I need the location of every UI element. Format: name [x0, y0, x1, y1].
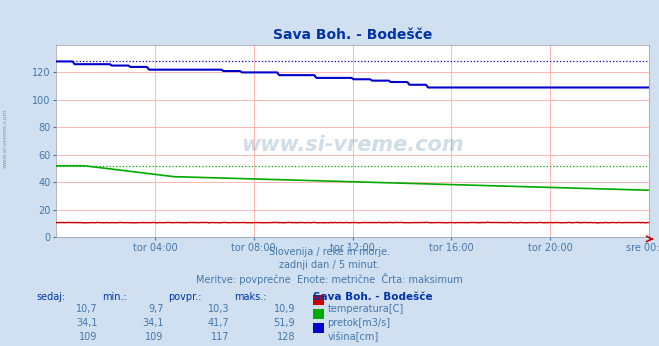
Text: Sava Boh. - Bodešče: Sava Boh. - Bodešče: [313, 292, 433, 302]
Text: 10,9: 10,9: [273, 304, 295, 315]
Text: višina[cm]: višina[cm]: [328, 332, 379, 343]
Text: 117: 117: [211, 332, 229, 342]
Text: zadnji dan / 5 minut.: zadnji dan / 5 minut.: [279, 260, 380, 270]
Text: min.:: min.:: [102, 292, 127, 302]
Text: 41,7: 41,7: [208, 318, 229, 328]
Text: sedaj:: sedaj:: [36, 292, 65, 302]
Text: 109: 109: [79, 332, 98, 342]
Text: 109: 109: [145, 332, 163, 342]
Text: maks.:: maks.:: [234, 292, 266, 302]
Text: Slovenija / reke in morje.: Slovenija / reke in morje.: [269, 247, 390, 257]
Text: 128: 128: [277, 332, 295, 342]
Text: 9,7: 9,7: [148, 304, 163, 315]
Text: povpr.:: povpr.:: [168, 292, 202, 302]
Text: 51,9: 51,9: [273, 318, 295, 328]
Text: pretok[m3/s]: pretok[m3/s]: [328, 318, 391, 328]
Text: www.si-vreme.com: www.si-vreme.com: [3, 109, 8, 168]
Text: www.si-vreme.com: www.si-vreme.com: [241, 135, 464, 155]
Text: 10,3: 10,3: [208, 304, 229, 315]
Text: 34,1: 34,1: [142, 318, 163, 328]
Text: 10,7: 10,7: [76, 304, 98, 315]
Text: 34,1: 34,1: [76, 318, 98, 328]
Text: Meritve: povprečne  Enote: metrične  Črta: maksimum: Meritve: povprečne Enote: metrične Črta:…: [196, 273, 463, 285]
Text: temperatura[C]: temperatura[C]: [328, 304, 404, 315]
Title: Sava Boh. - Bodešče: Sava Boh. - Bodešče: [273, 28, 432, 43]
